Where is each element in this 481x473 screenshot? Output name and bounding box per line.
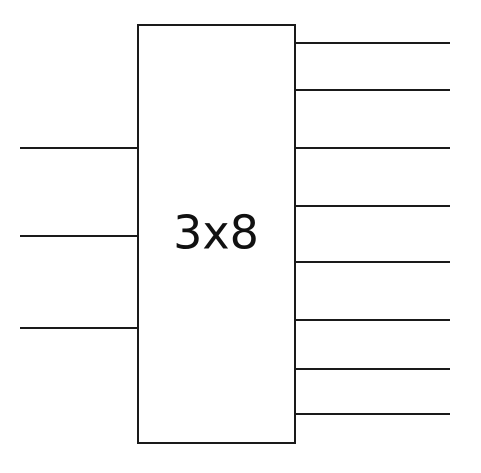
decoder-block <box>137 24 296 444</box>
output-lines <box>295 42 450 415</box>
input-lines <box>20 147 138 329</box>
decoder-label: 3x8 <box>173 206 259 260</box>
